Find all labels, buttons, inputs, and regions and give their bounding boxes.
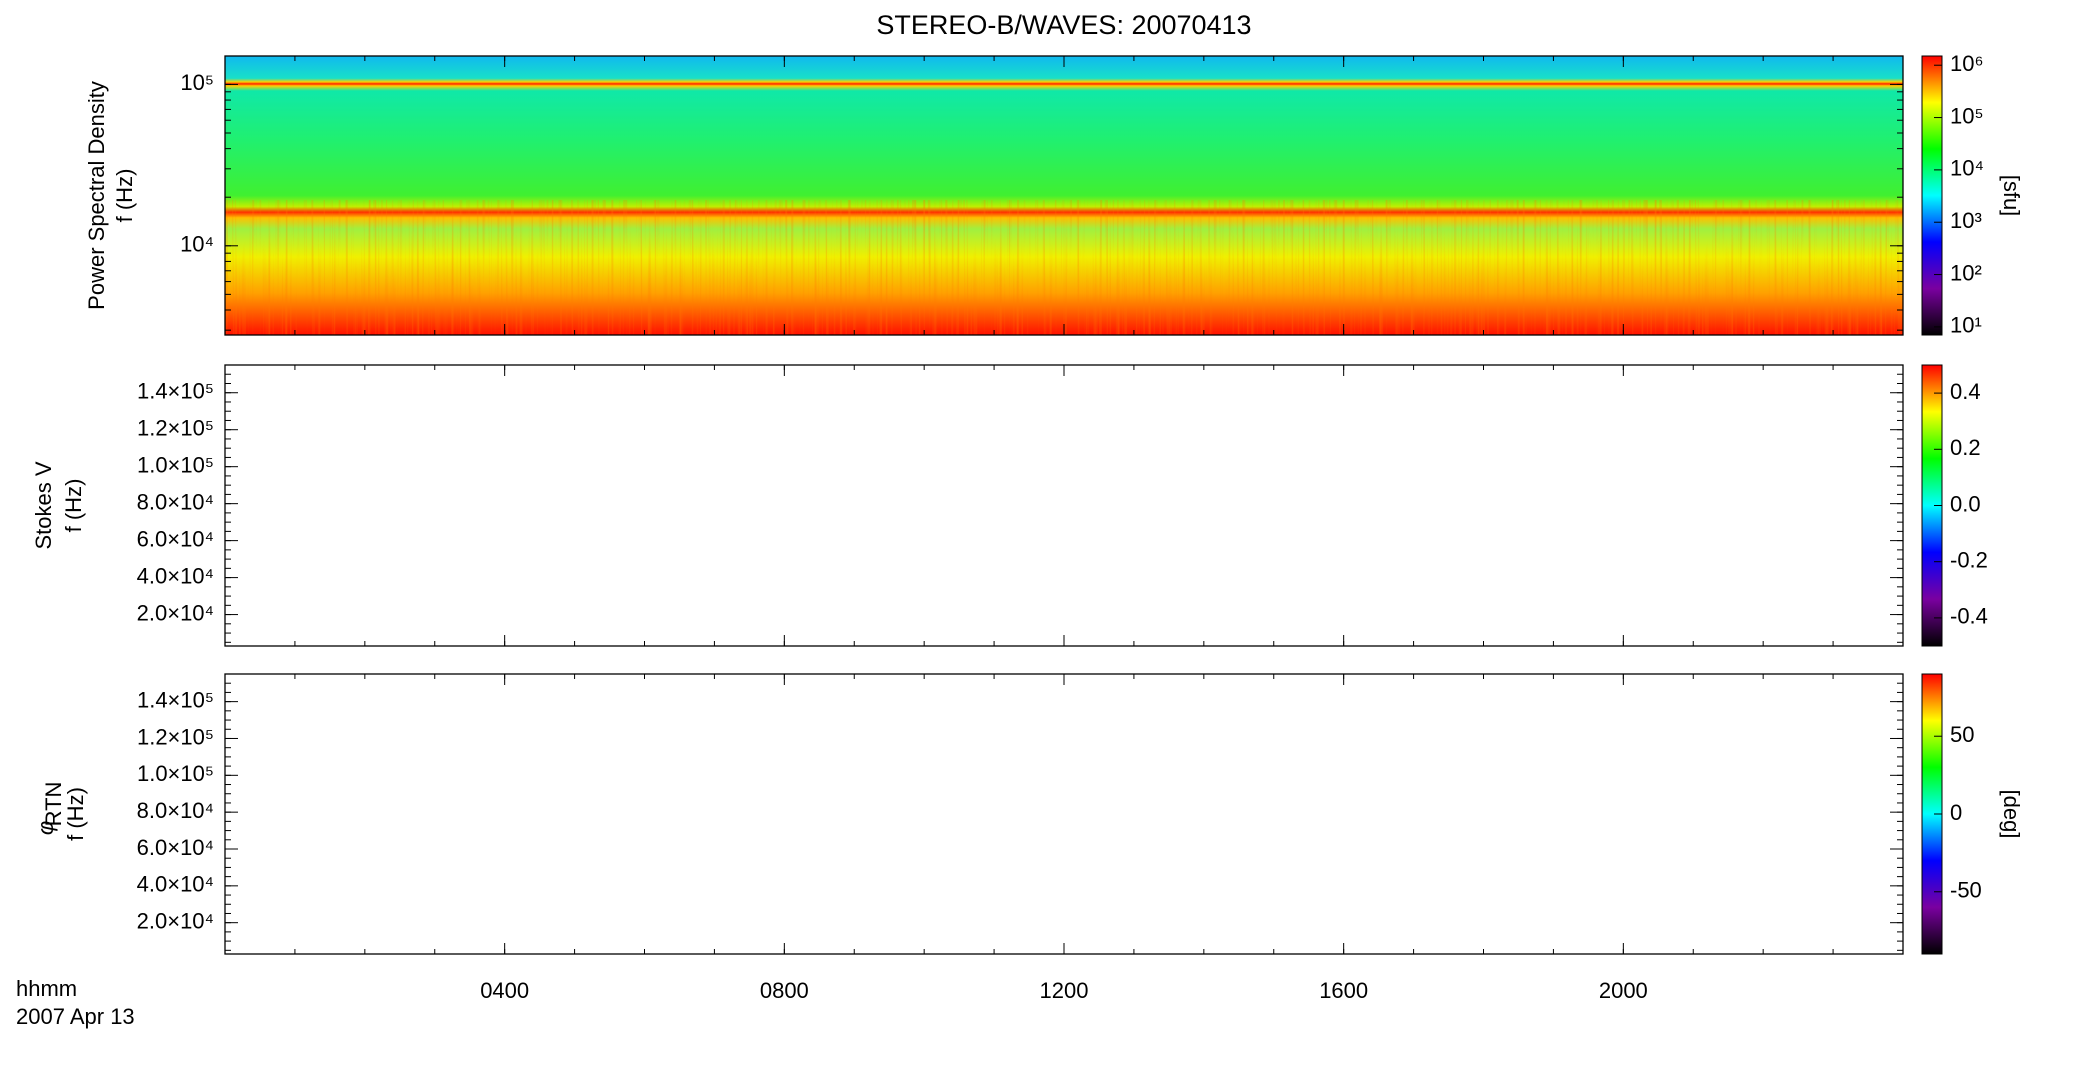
y-tick-label: 1.0×10⁵	[137, 761, 214, 786]
x-tick-label: 1600	[1319, 978, 1368, 1003]
date-label: 2007 Apr 13	[16, 1004, 135, 1029]
y-label-line: f (Hz)	[61, 479, 86, 533]
x-tick-label: 2000	[1599, 978, 1648, 1003]
colorbar	[1921, 55, 1943, 336]
plot-frame	[224, 673, 1904, 955]
y-label-symbol: φ	[33, 821, 58, 835]
colorbar-tick-label: 10⁵	[1950, 103, 1984, 128]
y-label-line: Power Spectral Density	[84, 81, 109, 310]
x-tick-label: 1200	[1040, 978, 1089, 1003]
y-tick-label: 1.0×10⁵	[137, 452, 214, 477]
y-tick-label: 6.0×10⁴	[137, 526, 214, 551]
colorbar-tick-label: 10³	[1950, 208, 1982, 233]
y-label: Power Spectral Density f (Hz)	[84, 81, 137, 310]
y-tick-label: 2.0×10⁴	[137, 908, 214, 933]
y-tick-label: 4.0×10⁴	[137, 563, 214, 588]
colorbar-label: [deg]	[1999, 790, 2024, 839]
y-tick-label: 4.0×10⁴	[137, 872, 214, 897]
colorbar-tick-label: 10⁴	[1950, 156, 1984, 181]
x-label: hhmm	[16, 976, 77, 1001]
colorbar-tick-label: 10⁶	[1950, 51, 1984, 76]
y-label-line: f (Hz)	[112, 169, 137, 223]
y-tick-label: 10⁵	[180, 70, 214, 95]
y-tick-label: 8.0×10⁴	[137, 489, 214, 514]
colorbar-tick-label: 0.0	[1950, 491, 1981, 516]
x-tick-label: 0800	[760, 978, 809, 1003]
colorbar-tick-label: -0.2	[1950, 548, 1988, 573]
colorbar-tick-label: 10²	[1950, 260, 1982, 285]
x-tick-label: 0400	[480, 978, 529, 1003]
y-label-line: f (Hz)	[63, 787, 88, 841]
chart-title: STEREO-B/WAVES: 20070413	[876, 10, 1251, 40]
colorbar-tick-label: -50	[1950, 878, 1982, 903]
y-tick-label: 1.4×10⁵	[137, 687, 214, 712]
colorbar-tick-label: 0.4	[1950, 379, 1981, 404]
y-tick-label: 8.0×10⁴	[137, 798, 214, 823]
colorbar-tick-label: 0.2	[1950, 435, 1981, 460]
y-tick-label: 2.0×10⁴	[137, 600, 214, 625]
y-tick-label: 1.2×10⁵	[137, 416, 214, 441]
colorbar-label: [sfu]	[1999, 175, 2024, 217]
colorbar-tick-label: -0.4	[1950, 604, 1988, 629]
colorbar-tick-label: 50	[1950, 722, 1974, 747]
y-tick-label: 1.4×10⁵	[137, 379, 214, 404]
plot-frame	[224, 364, 1904, 647]
y-label-line: Stokes V	[31, 461, 56, 549]
y-tick-label: 6.0×10⁴	[137, 835, 214, 860]
spectrogram-texture	[225, 200, 1903, 335]
y-label-subscript: RTN	[41, 782, 66, 827]
colorbar-tick-label: 0	[1950, 800, 1962, 825]
colorbar-tick-label: 10¹	[1950, 313, 1982, 338]
y-tick-label: 10⁴	[180, 232, 214, 257]
y-tick-label: 1.2×10⁵	[137, 724, 214, 749]
